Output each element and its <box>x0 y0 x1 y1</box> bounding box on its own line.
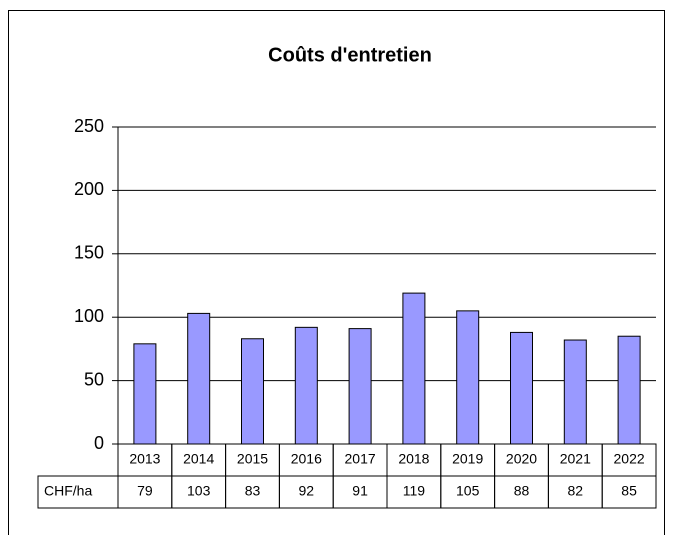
x-tick-label: 2019 <box>452 451 483 467</box>
table-cell <box>601 475 657 509</box>
x-tick-label: 2018 <box>398 451 429 467</box>
table-value: 103 <box>187 483 211 499</box>
table-row-label: CHF/ha <box>44 483 92 499</box>
table-value: 83 <box>245 483 261 499</box>
x-tick-label: 2015 <box>237 451 268 467</box>
y-tick-label: 200 <box>74 179 104 199</box>
x-tick-label: 2020 <box>506 451 537 467</box>
y-tick-label: 100 <box>74 306 104 326</box>
bar <box>241 338 264 445</box>
table-value: 119 <box>403 483 426 499</box>
bar <box>294 326 318 445</box>
bar <box>348 328 372 445</box>
y-tick-label: 150 <box>74 243 104 263</box>
bar <box>187 312 211 445</box>
chart-title: Coûts d'entretien <box>268 44 432 66</box>
x-tick-label: 2014 <box>183 451 214 467</box>
x-tick-label: 2013 <box>129 451 160 467</box>
bar <box>402 292 426 445</box>
x-tick-label: 2016 <box>291 451 322 467</box>
table-value: 79 <box>137 483 153 499</box>
bar <box>456 310 480 445</box>
table-value: 105 <box>456 483 480 499</box>
x-tick-label: 2021 <box>560 451 591 467</box>
y-tick-label: 250 <box>74 116 104 136</box>
table-value: 82 <box>568 483 584 499</box>
table-value: 88 <box>514 483 530 499</box>
x-tick-label: 2022 <box>614 451 645 467</box>
table-value: 92 <box>299 483 315 499</box>
bar <box>510 331 533 445</box>
y-tick-label: 0 <box>94 433 104 453</box>
y-tick-label: 50 <box>84 369 104 389</box>
table-value: 85 <box>621 483 637 499</box>
x-tick-label: 2017 <box>345 451 376 467</box>
table-value: 91 <box>352 483 368 499</box>
bar <box>563 339 587 445</box>
bar <box>617 335 641 445</box>
bar <box>133 343 157 445</box>
